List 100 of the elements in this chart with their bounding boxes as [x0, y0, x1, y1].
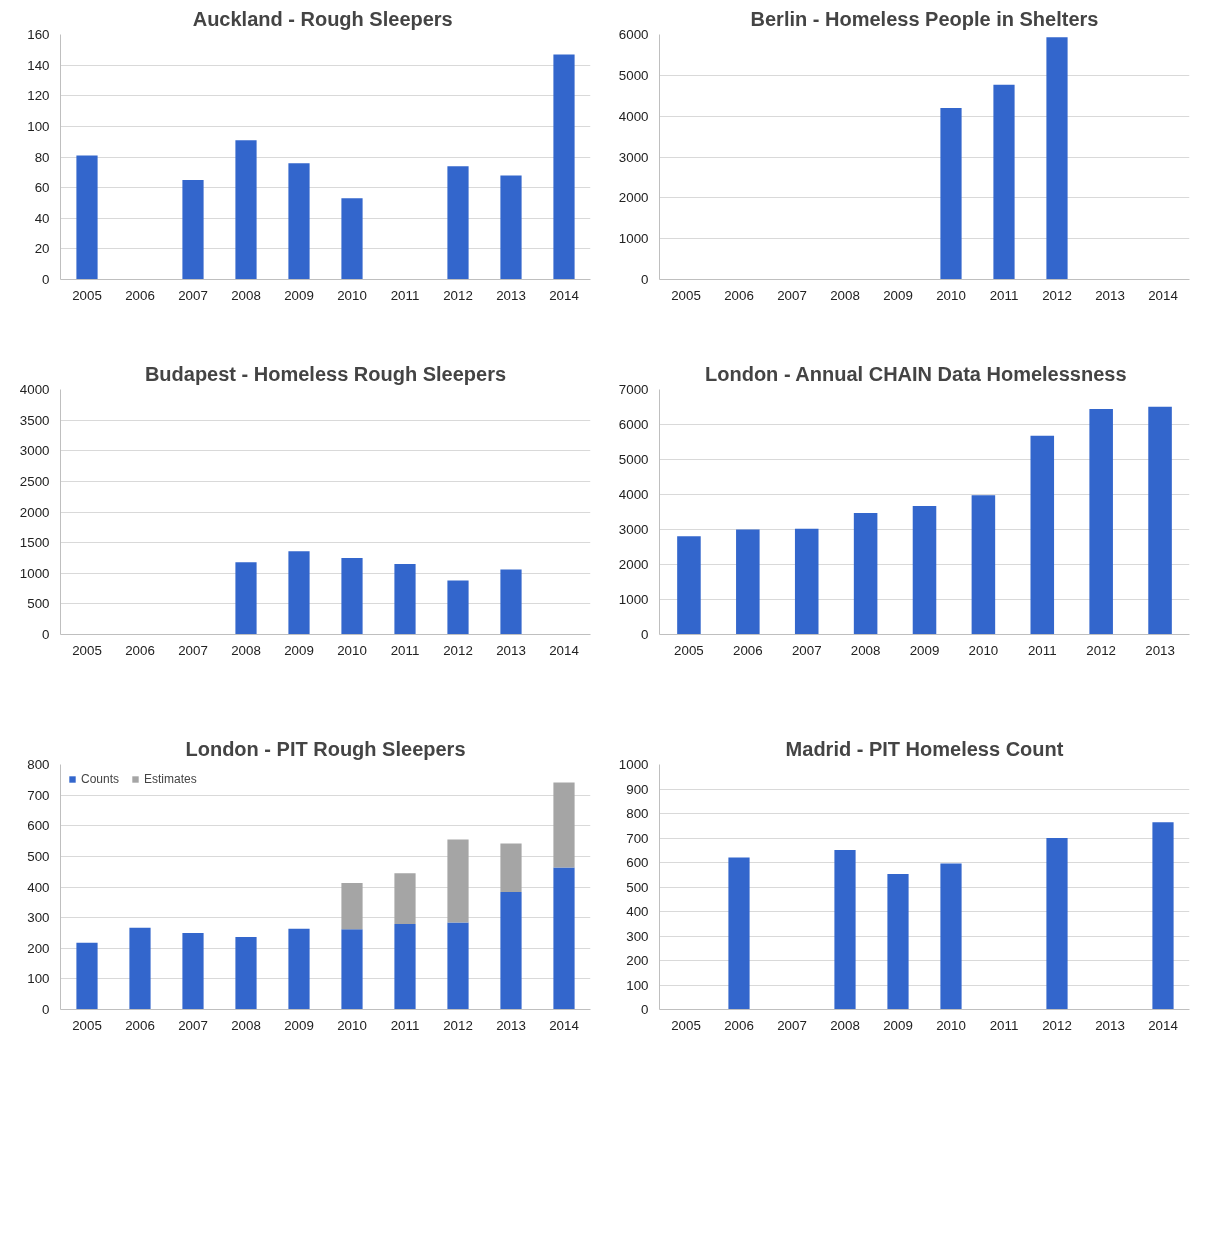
y-tick-label: 1000: [618, 757, 649, 772]
y-tick-label: 3000: [19, 443, 50, 459]
bar: [76, 155, 98, 280]
x-tick-label: 2012: [1086, 642, 1116, 658]
x-tick-label: 2005: [671, 1017, 701, 1033]
x-tick-label: 2014: [549, 287, 580, 303]
x-tick-label: 2006: [724, 1017, 754, 1033]
y-tick-label: 40: [34, 210, 50, 226]
x-tick-label: 2007: [791, 642, 822, 658]
x-tick-label: 2008: [231, 1017, 261, 1033]
x-tick-label: 2005: [72, 287, 102, 303]
bar: [553, 867, 575, 1010]
x-tick-label: 2011: [390, 642, 420, 658]
bar: [341, 883, 363, 930]
legend-label: Counts: [81, 772, 120, 786]
bar: [500, 891, 522, 1010]
chart-title: London - Annual CHAIN Data Homelessness: [705, 362, 1127, 385]
x-tick-label: 2006: [125, 1017, 155, 1033]
x-tick-label: 2009: [909, 642, 940, 658]
y-tick-label: 5000: [618, 452, 649, 467]
y-tick-label: 700: [626, 830, 649, 846]
x-tick-label: 2006: [125, 642, 155, 658]
y-tick-label: 300: [27, 910, 50, 926]
bar: [1046, 37, 1068, 280]
bar: [76, 942, 98, 1010]
y-tick-label: 2000: [618, 557, 649, 572]
bar: [1046, 838, 1068, 1010]
x-tick-label: 2012: [1042, 1017, 1072, 1033]
x-tick-label: 2013: [496, 287, 526, 303]
x-tick-label: 2005: [671, 287, 701, 303]
x-tick-label: 2010: [936, 1017, 966, 1033]
y-tick-label: 4000: [618, 108, 649, 124]
x-tick-label: 2009: [883, 287, 913, 303]
bar: [993, 84, 1015, 280]
bar: [288, 928, 310, 1010]
y-tick-label: 700: [27, 787, 50, 803]
x-tick-label: 2012: [443, 642, 473, 658]
bar: [235, 140, 257, 280]
y-tick-label: 0: [641, 272, 649, 287]
x-tick-label: 2006: [733, 642, 763, 658]
x-tick-label: 2013: [1095, 287, 1125, 303]
x-tick-label: 2007: [178, 1017, 208, 1033]
y-tick-label: 600: [27, 818, 50, 834]
y-tick-label: 400: [27, 879, 50, 895]
x-tick-label: 2010: [936, 287, 966, 303]
y-tick-label: 2000: [19, 504, 50, 520]
bar: [341, 198, 363, 280]
y-tick-label: 6000: [618, 417, 649, 432]
x-tick-label: 2013: [496, 642, 526, 658]
y-tick-label: 2500: [19, 473, 50, 489]
y-tick-label: 900: [626, 781, 649, 797]
y-tick-label: 500: [27, 596, 50, 612]
y-tick-label: 100: [27, 971, 50, 987]
x-tick-label: 2009: [883, 1017, 913, 1033]
x-tick-label: 2013: [496, 1017, 526, 1033]
y-tick-label: 60: [34, 180, 50, 196]
y-tick-label: 3500: [19, 412, 50, 428]
y-tick-label: 140: [27, 57, 50, 73]
x-tick-label: 2014: [549, 642, 580, 658]
x-tick-label: 2008: [850, 642, 881, 658]
x-tick-label: 2010: [968, 642, 999, 658]
y-tick-label: 0: [42, 627, 50, 642]
x-tick-label: 2005: [72, 1017, 102, 1033]
x-tick-label: 2010: [337, 642, 367, 658]
bar: [341, 929, 363, 1010]
bar: [182, 179, 204, 280]
y-tick-label: 160: [27, 27, 50, 42]
y-tick-label: 80: [34, 149, 50, 165]
chart-title: Madrid - PIT Homeless Count: [785, 737, 1064, 760]
y-tick-label: 600: [626, 855, 649, 870]
bar: [288, 163, 310, 280]
x-tick-label: 2012: [443, 287, 473, 303]
x-tick-label: 2011: [1027, 642, 1057, 658]
bar: [500, 175, 522, 280]
y-tick-label: 1500: [19, 535, 50, 551]
bar: [447, 839, 469, 923]
x-tick-label: 2007: [178, 642, 208, 658]
y-tick-label: 1000: [618, 231, 649, 247]
y-tick-label: 300: [626, 928, 649, 944]
y-tick-label: 3000: [618, 149, 649, 165]
x-tick-label: 2014: [549, 1017, 580, 1033]
x-tick-label: 2013: [1145, 642, 1175, 658]
bar: [1148, 406, 1172, 635]
x-tick-label: 2005: [72, 642, 102, 658]
bar: [940, 108, 962, 280]
bar: [394, 564, 416, 635]
bar: [394, 873, 416, 925]
y-tick-label: 0: [42, 1002, 50, 1017]
bar: [288, 551, 310, 635]
y-tick-label: 0: [641, 627, 649, 642]
x-tick-label: 2007: [777, 1017, 807, 1033]
bar: [834, 850, 856, 1010]
y-tick-label: 120: [27, 88, 50, 104]
y-tick-label: 0: [42, 272, 50, 287]
y-tick-label: 800: [626, 806, 649, 821]
x-tick-label: 2014: [1148, 1017, 1179, 1033]
bar: [235, 562, 257, 635]
chart-title: Auckland - Rough Sleepers: [192, 7, 453, 30]
bar: [394, 924, 416, 1010]
y-tick-label: 200: [626, 953, 649, 968]
